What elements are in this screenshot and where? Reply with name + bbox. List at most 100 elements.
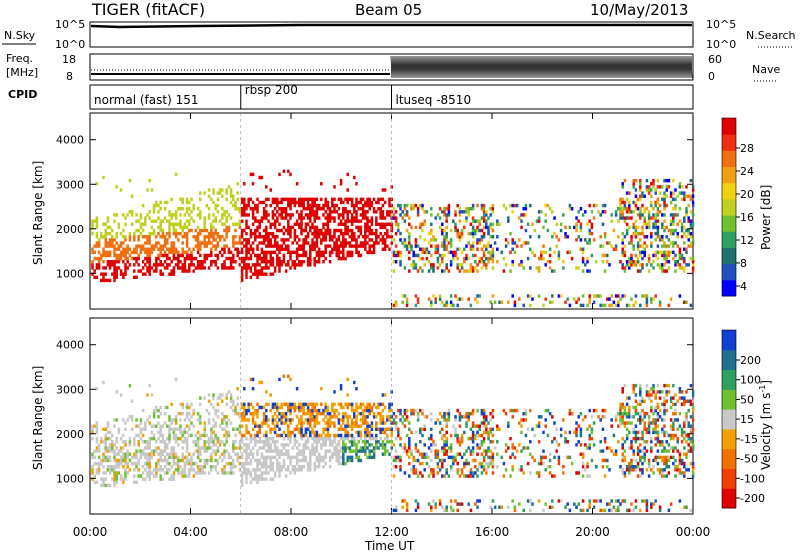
velocity-cell [163,458,167,463]
velocity-cell [152,436,156,441]
velocity-cell [581,508,585,513]
power-cell [460,231,464,236]
power-cell [647,225,651,230]
power-cell [232,203,235,208]
power-cell [610,294,613,298]
velocity-cell [625,415,629,419]
velocity-cell [445,436,448,441]
power-cell [441,300,444,304]
power-cell [665,225,668,230]
power-cell [416,244,420,248]
power-cell [172,213,176,217]
velocity-cell [379,402,382,407]
velocity-cell [236,396,239,400]
power-cell [203,260,206,264]
power-cell [311,244,314,248]
power-cell [326,203,330,208]
velocity-cell [188,405,191,410]
power-cell [328,219,332,223]
velocity-cell [339,449,343,453]
power-cell [245,206,248,211]
velocity-cell [207,436,211,441]
velocity-cell [190,461,193,466]
power-cell [379,222,382,226]
velocity-cell [465,449,468,453]
power-cell [366,219,369,223]
velocity-cell [348,415,352,419]
power-cell [482,244,486,248]
velocity-cell [262,446,266,450]
velocity-cell [152,452,156,456]
velocity-cell [449,446,453,450]
power-cell [177,222,180,226]
power-cell [658,250,662,255]
power-cell [346,216,349,220]
power-cell [476,238,479,242]
velocity-cell [447,418,451,422]
power-cell [579,228,583,233]
velocity-cell [181,405,184,410]
velocity-cell [223,449,226,453]
power-cell [443,247,446,251]
power-cell [350,213,354,217]
power-cell [291,225,294,230]
velocity-cell [91,477,94,481]
power-cell [126,244,129,248]
velocity-cell [287,468,290,472]
power-cell [458,263,462,267]
velocity-cell [540,461,543,466]
power-cell [232,238,235,242]
power-cell [370,222,374,226]
power-cell [621,241,624,245]
power-cell [108,241,112,245]
velocity-cell [276,421,279,425]
power-cell [144,219,147,223]
velocity-cell [326,433,330,438]
power-cell [339,231,343,236]
power-cell [355,210,358,214]
power-cell [691,194,695,198]
velocity-cell [555,449,558,453]
velocity-cell [159,474,162,478]
power-cell [458,231,462,236]
velocity-cell [155,424,158,428]
power-cell [161,263,165,267]
velocity-cell [267,424,270,428]
power-cell [630,256,633,261]
power-cell [372,231,376,236]
velocity-cell [568,411,572,416]
power-cell [317,253,321,258]
power-cell [124,247,127,251]
power-cell [443,206,446,211]
power-cell [489,244,492,248]
velocity-cell [280,449,283,453]
power-cell [320,241,323,245]
power-cell [150,244,154,248]
velocity-cell [628,396,631,400]
power-cell [287,169,290,173]
power-cell [529,303,532,308]
power-cell [564,231,567,236]
power-cell [157,263,160,267]
velocity-cell [172,461,176,466]
power-cell [628,191,631,195]
power-cell [205,244,209,248]
velocity-cell [392,465,396,469]
velocity-cell [491,452,495,456]
power-cell [265,210,268,214]
power-cell [507,216,510,220]
velocity-cell [522,471,525,475]
velocity-cell [302,421,305,425]
velocity-cell [379,430,382,435]
velocity-cell [276,458,279,463]
power-cell [575,300,578,304]
power-cell [661,213,664,217]
power-cell [471,269,475,273]
power-cell [326,228,330,233]
velocity-cell [575,433,578,438]
power-cell [482,225,486,230]
power-cell [146,247,149,251]
velocity-cell [632,465,635,469]
power-cell [203,256,206,261]
power-cell [245,231,248,236]
